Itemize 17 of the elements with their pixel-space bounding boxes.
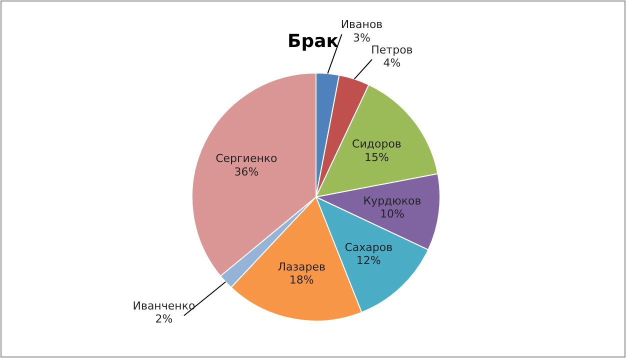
slice-label: Сахаров — [344, 240, 393, 254]
data-label: 3% — [353, 31, 370, 44]
slice-label: Сергиенко — [216, 152, 278, 166]
data-label: 4% — [383, 56, 401, 70]
slice-label: Лазарев — [278, 260, 326, 274]
slice-label: Петров — [371, 43, 413, 56]
data-label: 2% — [155, 312, 173, 326]
data-label: 10% — [380, 208, 404, 221]
slice-label: Сидоров — [352, 138, 402, 151]
data-label: 12% — [356, 254, 381, 268]
slice-label: Иванченко — [132, 299, 196, 312]
data-label: 15% — [364, 150, 389, 164]
data-label: 36% — [234, 165, 259, 178]
slice-label: Курдюков — [363, 194, 422, 208]
data-label: 18% — [289, 274, 314, 287]
slice-label: Иванов — [340, 18, 383, 32]
text: Брак — [288, 31, 338, 52]
